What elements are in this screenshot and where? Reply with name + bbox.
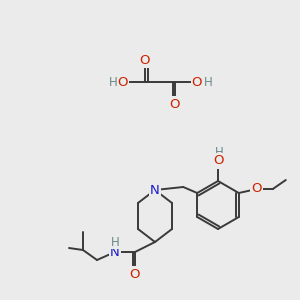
Text: O: O [213, 154, 223, 167]
Text: O: O [118, 76, 128, 88]
Text: O: O [192, 76, 202, 88]
Text: H: H [111, 236, 119, 248]
Text: N: N [110, 245, 120, 259]
Text: H: H [109, 76, 117, 88]
Text: H: H [214, 146, 224, 160]
Text: N: N [150, 184, 160, 196]
Text: O: O [130, 268, 140, 281]
Text: O: O [140, 53, 150, 67]
Text: H: H [204, 76, 212, 88]
Text: O: O [251, 182, 262, 196]
Text: O: O [170, 98, 180, 110]
